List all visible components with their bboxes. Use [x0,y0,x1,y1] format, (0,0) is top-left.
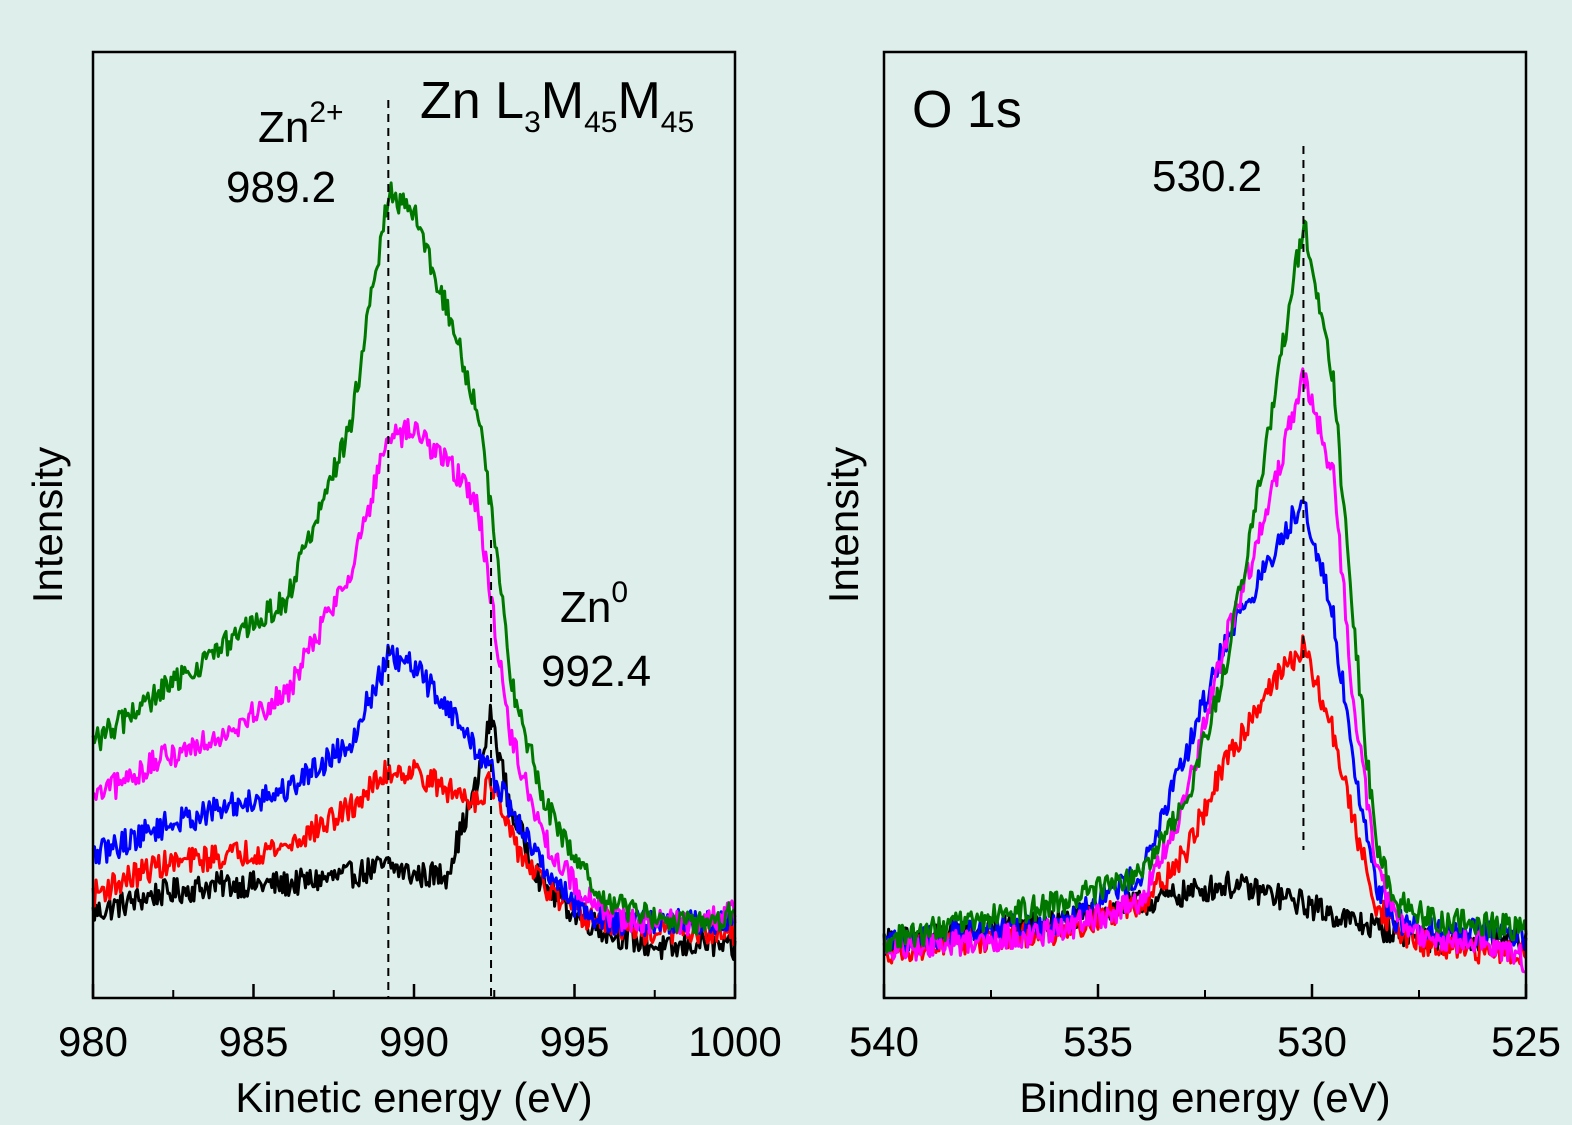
zn-y-axis-title: Intensity [24,447,71,603]
zn-tick-label: 1000 [688,1018,781,1065]
zn-tick-label: 980 [58,1018,128,1065]
zn-series-group [91,181,737,961]
o-peak-annotation: 530.2 [1152,152,1262,201]
o-x-ticks: 540 535 530 525 [849,984,1561,1065]
o-series-group [882,219,1528,974]
o-tick-label: 530 [1277,1018,1347,1065]
o-tick-label: 525 [1491,1018,1561,1065]
zn-auger-panel: 980 985 990 995 1000 Zn L3M45M45 Zn2+ 989.2 … [24,50,782,1121]
zn0-annotation: Zn0 [560,576,628,632]
o1s-panel: 540 535 530 525 O 1s 530.2 Binding energy (… [820,50,1561,1121]
o-y-axis-title: Intensity [820,447,867,603]
o-x-axis-title: Binding energy (eV) [1019,1074,1390,1121]
zn-series-1-line [91,759,737,946]
zn0-value-annotation: 992.4 [541,647,651,696]
zn-x-ticks: 980 985 990 995 1000 [58,984,782,1065]
zn-series-4-line [91,181,737,936]
zn-x-axis-title: Kinetic energy (eV) [235,1074,592,1121]
o-panel-title: O 1s [912,81,1022,139]
zn-panel-title: Zn L3M45M45 [420,72,694,139]
zn-tick-label: 985 [218,1018,288,1065]
o-tick-label: 540 [849,1018,919,1065]
o-tick-label: 535 [1063,1018,1133,1065]
zn2-annotation: Zn2+ [258,96,344,152]
zn-tick-label: 990 [379,1018,449,1065]
zn2-value-annotation: 989.2 [226,163,336,212]
o-series-4-line [882,219,1528,954]
zn-reference-lines [387,100,493,998]
o-series-3-line [882,367,1527,974]
zn-tick-label: 995 [539,1018,609,1065]
